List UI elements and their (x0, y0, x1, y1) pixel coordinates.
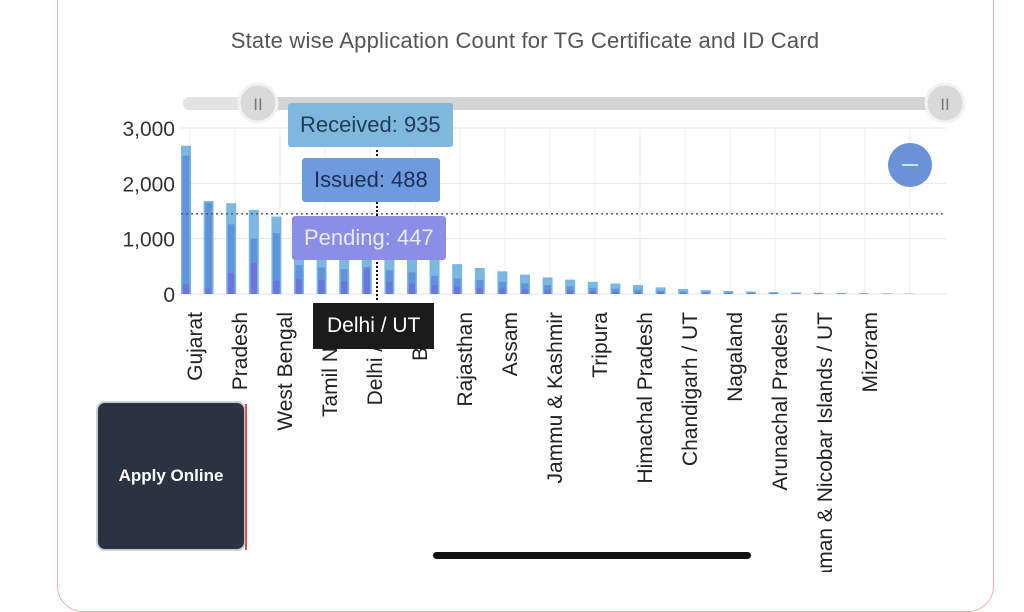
bar-issued[interactable] (183, 156, 190, 294)
zoom-out-button[interactable] (888, 143, 932, 187)
y-tick-label: 0 (163, 284, 175, 307)
bar-pending[interactable] (432, 285, 438, 294)
bar-pending[interactable] (364, 269, 370, 294)
bar-issued[interactable] (205, 203, 212, 294)
y-tick-label: 3,000 (122, 118, 175, 141)
apply-button-edge (245, 404, 247, 550)
bar-pending[interactable] (545, 290, 551, 294)
slider-handle-grip: II (253, 95, 262, 114)
bar-pending[interactable] (228, 273, 234, 294)
home-indicator[interactable] (433, 552, 751, 559)
x-tick-label: West Bengal (274, 312, 297, 431)
x-tick-label: Chandigarh / UT (679, 312, 702, 466)
x-tick-label: Jammu & Kashmir (544, 312, 567, 484)
bar-pending[interactable] (635, 292, 641, 294)
x-tick-label: Mizoram (859, 312, 882, 393)
x-tick-label: Gujarat (184, 312, 207, 381)
bar-pending[interactable] (386, 282, 392, 294)
bar-pending[interactable] (748, 293, 754, 294)
range-slider-right-handle[interactable]: II (926, 84, 964, 122)
tooltip-state: Delhi / UT (313, 303, 434, 349)
bar-pending[interactable] (319, 280, 325, 294)
bar-pending[interactable] (658, 293, 664, 294)
bar-pending[interactable] (499, 289, 505, 294)
range-slider-left-handle[interactable]: II (239, 84, 277, 122)
y-axis: 0 1,000 2,000 3,000 (122, 118, 175, 307)
bar-pending[interactable] (251, 263, 257, 294)
bar-pending[interactable] (612, 292, 618, 294)
x-tick-label: Assam (499, 312, 522, 376)
bar-pending[interactable] (409, 283, 415, 294)
bar-pending[interactable] (703, 293, 709, 294)
bar-pending[interactable] (341, 281, 347, 294)
bars (181, 146, 914, 294)
bar-pending[interactable] (454, 287, 460, 294)
bar-pending[interactable] (206, 288, 212, 294)
tooltip-pending: Pending: 447 (292, 216, 446, 260)
bar-pending[interactable] (680, 293, 686, 294)
bar-pending[interactable] (725, 293, 731, 294)
bar-pending[interactable] (567, 291, 573, 294)
x-tick-label: Nagaland (724, 312, 747, 402)
x-tick-label: Tripura (589, 312, 612, 378)
x-tick-label: Arunachal Pradesh (769, 312, 792, 491)
x-tick-label: Himachal Pradesh (634, 312, 657, 484)
bar-pending[interactable] (477, 288, 483, 294)
apply-online-button[interactable]: Apply Online (96, 401, 246, 551)
x-tick-label: Andaman & Nicobar Islands / UT (814, 312, 837, 572)
y-tick-label: 2,000 (122, 173, 175, 196)
x-tick-label: Pradesh (229, 312, 252, 390)
slider-handle-grip: II (940, 95, 949, 114)
x-tick-label: Rajasthan (454, 312, 477, 407)
y-tick-label: 1,000 (122, 229, 175, 252)
bar-pending[interactable] (522, 290, 528, 294)
bar-pending[interactable] (590, 291, 596, 294)
tooltip-issued: Issued: 488 (302, 158, 440, 202)
bar-pending[interactable] (183, 284, 189, 294)
bar-pending[interactable] (296, 279, 302, 294)
tooltip-received: Received: 935 (288, 103, 453, 147)
bar-pending[interactable] (273, 281, 279, 294)
